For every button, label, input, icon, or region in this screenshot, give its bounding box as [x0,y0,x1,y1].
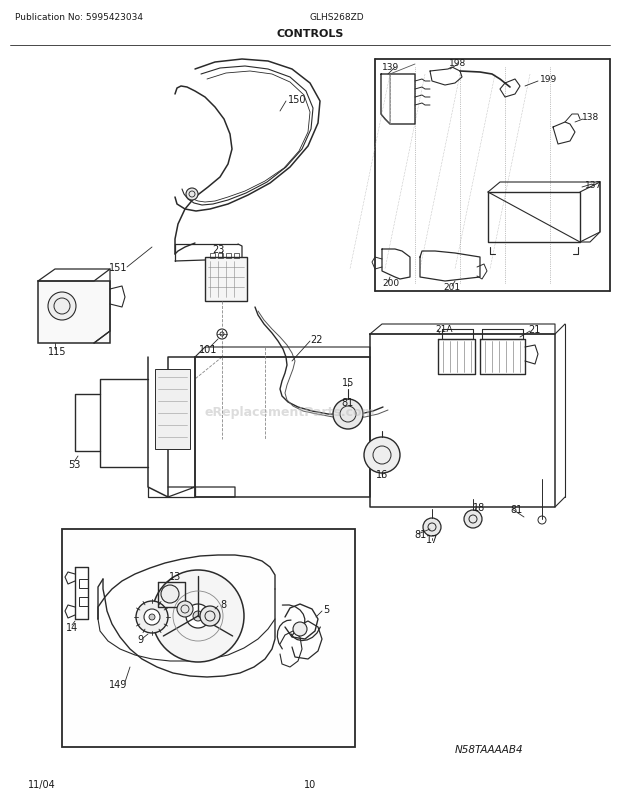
Text: 8: 8 [220,599,226,610]
Circle shape [152,570,244,662]
Text: 150: 150 [288,95,306,105]
Text: 10: 10 [304,779,316,789]
Text: 13: 13 [169,571,181,581]
Circle shape [423,518,441,537]
Bar [62,529,355,747]
Bar [38,282,110,343]
Text: 201: 201 [443,283,461,292]
Circle shape [333,399,363,429]
Circle shape [161,585,179,603]
Circle shape [364,437,400,473]
Text: GLHS268ZD: GLHS268ZD [310,14,365,22]
Circle shape [193,611,203,622]
Text: 81: 81 [414,529,426,539]
Text: 18: 18 [473,502,485,512]
Text: 5: 5 [323,604,329,614]
Text: 101: 101 [199,345,217,354]
Bar [79,579,88,588]
Text: 81: 81 [510,504,522,514]
Bar [210,253,215,259]
Text: 21: 21 [528,325,541,334]
Text: 149: 149 [109,679,127,689]
Bar [155,370,190,449]
Circle shape [186,188,198,200]
Text: 15: 15 [342,378,354,387]
Text: 198: 198 [450,59,467,67]
Text: 23: 23 [212,245,224,255]
Bar [226,253,231,259]
Text: 151: 151 [108,263,127,273]
Bar [205,257,247,302]
Text: 21A: 21A [435,325,453,334]
Text: 22: 22 [310,334,322,345]
Text: 14: 14 [66,622,78,632]
Text: 138: 138 [582,113,600,123]
Text: CONTROLS: CONTROLS [277,29,343,39]
Text: eReplacementParts.com: eReplacementParts.com [205,406,375,419]
Text: Publication No: 5995423034: Publication No: 5995423034 [15,14,143,22]
Text: 17: 17 [426,534,438,545]
Circle shape [48,293,76,321]
Text: 16: 16 [376,469,388,480]
Text: 137: 137 [585,180,602,189]
Circle shape [177,602,193,618]
Bar [234,253,239,259]
Text: 139: 139 [382,63,399,72]
Circle shape [293,622,307,636]
Bar [79,597,88,606]
Text: N58TAAAAB4: N58TAAAAB4 [455,744,524,754]
Circle shape [144,610,160,626]
Circle shape [149,614,155,620]
Text: 200: 200 [382,279,399,288]
Circle shape [200,606,220,626]
Text: 115: 115 [48,346,66,357]
Bar [218,253,223,259]
Circle shape [464,510,482,529]
Text: 81: 81 [342,398,354,407]
Text: 199: 199 [540,75,557,84]
Text: 11/04: 11/04 [28,779,56,789]
Circle shape [136,602,168,634]
Text: 9: 9 [137,634,143,644]
Circle shape [186,604,210,628]
Text: 53: 53 [68,460,81,469]
